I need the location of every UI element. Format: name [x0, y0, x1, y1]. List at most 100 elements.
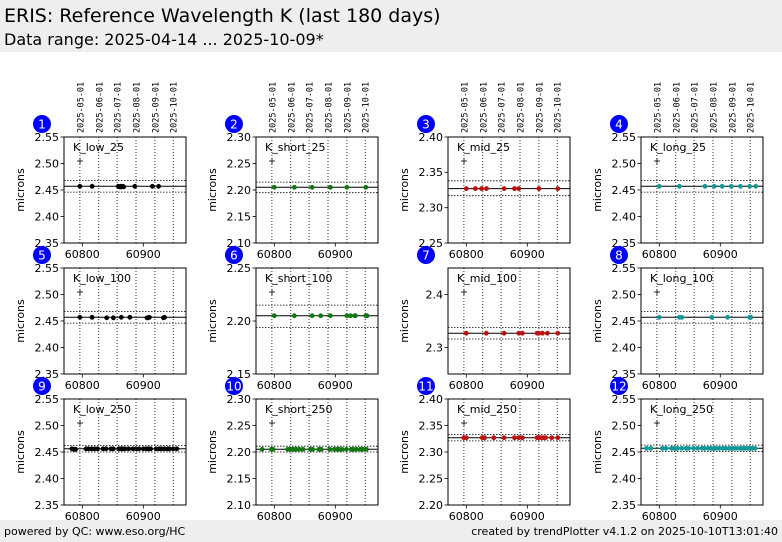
- panel-2-date-label: 2025-06-01: [287, 82, 297, 133]
- panel-11-data-point: [512, 435, 517, 441]
- panel-6-data-point: [271, 313, 277, 319]
- panel-2-y-tick-label: 2.15: [227, 210, 252, 223]
- panel-10-data-point: [270, 446, 276, 452]
- panel-6-y-axis-label: microns: [206, 299, 219, 343]
- panel-11-plot-area: [448, 399, 570, 505]
- panel-3-data-point: [479, 186, 485, 192]
- panel-3-y-tick-label: 2.35: [419, 166, 444, 179]
- panel-7-data-point: [540, 330, 545, 336]
- panel-10-y-tick-label: 2.30: [227, 393, 252, 406]
- panel-7-y-tick-label: 2.3: [426, 341, 444, 354]
- panel-11-y-axis-label: microns: [398, 430, 411, 474]
- panel-11-y-tick-label: 2.25: [419, 472, 444, 485]
- panel-5-y-tick-label: 2.40: [35, 341, 60, 354]
- panel-6-y-tick-label: 2.20: [227, 315, 252, 328]
- panel-10-y-tick-label: 2.25: [227, 419, 252, 432]
- panel-12-data-point: [695, 445, 701, 451]
- panel-11-data-point: [555, 435, 561, 441]
- panel-1-data-point: [132, 183, 138, 189]
- panel-4-y-tick-label: 2.50: [612, 157, 637, 170]
- panel-1-data-point: [89, 183, 95, 189]
- panel-12-x-tick-label: 60800: [642, 510, 677, 523]
- panel-10-data-point: [300, 446, 306, 452]
- panel-6-data-point: [327, 313, 333, 319]
- panel-5-data-point: [89, 314, 95, 320]
- panel-4-data-point: [728, 183, 734, 189]
- panel-2-data-point: [291, 184, 297, 190]
- panel-5-data-point: [146, 314, 152, 320]
- panel-4-data-point: [676, 183, 682, 189]
- panel-3-number-badge: [417, 115, 435, 133]
- panel-4-y-tick-label: 2.45: [612, 184, 637, 197]
- panel-4-number-badge: [610, 115, 628, 133]
- panel-11-data-point: [549, 435, 555, 441]
- footer-credit: powered by QC: www.eso.org/HC: [4, 525, 186, 538]
- panel-7-frame: [447, 267, 571, 375]
- panel-7-series-label: K_mid_100: [457, 272, 517, 285]
- panel-12-number-label: 12: [611, 380, 626, 394]
- panel-2-data-point: [309, 184, 315, 190]
- panel-5-data-point: [118, 314, 124, 320]
- panel-6-data-point: [348, 313, 354, 319]
- panel-8-data-point: [679, 314, 685, 320]
- panel-1-date-label: 2025-07-01: [114, 82, 124, 133]
- panel-5-data-point: [77, 314, 83, 320]
- panel-4-y-tick-label: 2.40: [612, 210, 637, 223]
- panel-8-number-badge: [610, 246, 628, 264]
- panel-3-data-point: [512, 186, 517, 192]
- panel-9-y-tick-label: 2.55: [35, 393, 60, 406]
- panel-12-number-badge: [610, 377, 628, 395]
- panel-8-y-tick-label: 2.55: [612, 262, 637, 275]
- panel-12-data-point: [679, 445, 685, 451]
- panel-6-data-point: [364, 313, 370, 319]
- panel-8-y-tick-label: 2.40: [612, 341, 637, 354]
- panel-9-number-badge: [33, 377, 51, 395]
- panel-3-date-label: 2025-07-01: [498, 82, 508, 133]
- panel-1-plot-area: [64, 137, 186, 243]
- panel-5-x-tick-label: 60800: [65, 379, 100, 392]
- header-bar: ERIS: Reference Wavelength K (last 180 d…: [0, 0, 782, 52]
- panel-3-data-point: [555, 186, 561, 192]
- panel-8-series-label: K_long_100: [650, 272, 713, 285]
- panel-4-data-point: [753, 183, 759, 189]
- panel-5-data-point: [104, 315, 110, 321]
- panel-2-y-tick-label: 2.20: [227, 184, 252, 197]
- panel-10-y-tick-label: 2.15: [227, 472, 252, 485]
- panel-2-data-point: [344, 184, 350, 190]
- panel-4-y-tick-label: 2.55: [612, 131, 637, 144]
- panel-5-y-tick-label: 2.55: [35, 262, 60, 275]
- panel-11-number-badge: [417, 377, 435, 395]
- panel-1-x-tick-label: 60900: [126, 248, 161, 261]
- panel-4-number-label: 4: [615, 118, 623, 132]
- panel-10-data-point: [310, 446, 316, 452]
- panel-10-x-tick-label: 60800: [257, 510, 292, 523]
- panel-3-data-point: [536, 186, 542, 192]
- panel-5-number-badge: [33, 246, 51, 264]
- panel-8-x-tick-label: 60800: [642, 379, 677, 392]
- panel-10-number-badge: [225, 377, 243, 395]
- panel-6-plot-area: [256, 268, 378, 374]
- panel-12-data-point: [644, 445, 649, 451]
- panel-4-date-label: 2025-10-01: [747, 82, 757, 133]
- panel-2-date-label: 2025-07-01: [306, 82, 316, 133]
- panel-6-data-point: [352, 313, 358, 319]
- panel-9-y-axis-label: microns: [14, 430, 27, 474]
- panel-1-date-label: 2025-05-01: [76, 82, 86, 133]
- panel-12-y-tick-label: 2.50: [612, 419, 637, 432]
- panel-9-data-point: [95, 446, 101, 452]
- panel-10-number-label: 10: [226, 380, 241, 394]
- panel-1-date-label: 2025-08-01: [133, 82, 143, 133]
- panel-3-plot-area: [448, 137, 570, 243]
- panel-7-data-point: [544, 330, 550, 336]
- panel-6-x-tick-label: 60800: [257, 379, 292, 392]
- panel-1-y-tick-label: 2.50: [35, 157, 60, 170]
- panel-10-data-point: [259, 446, 265, 452]
- panel-4-date-label: 2025-09-01: [728, 82, 738, 133]
- panel-11-data-point: [543, 435, 549, 441]
- panel-1-date-label: 2025-09-01: [151, 82, 161, 133]
- panel-1-x-tick-label: 60800: [65, 248, 100, 261]
- panel-7-plot-area: [448, 268, 570, 374]
- panel-4-data-point: [737, 183, 743, 189]
- panel-6-number-badge: [225, 246, 243, 264]
